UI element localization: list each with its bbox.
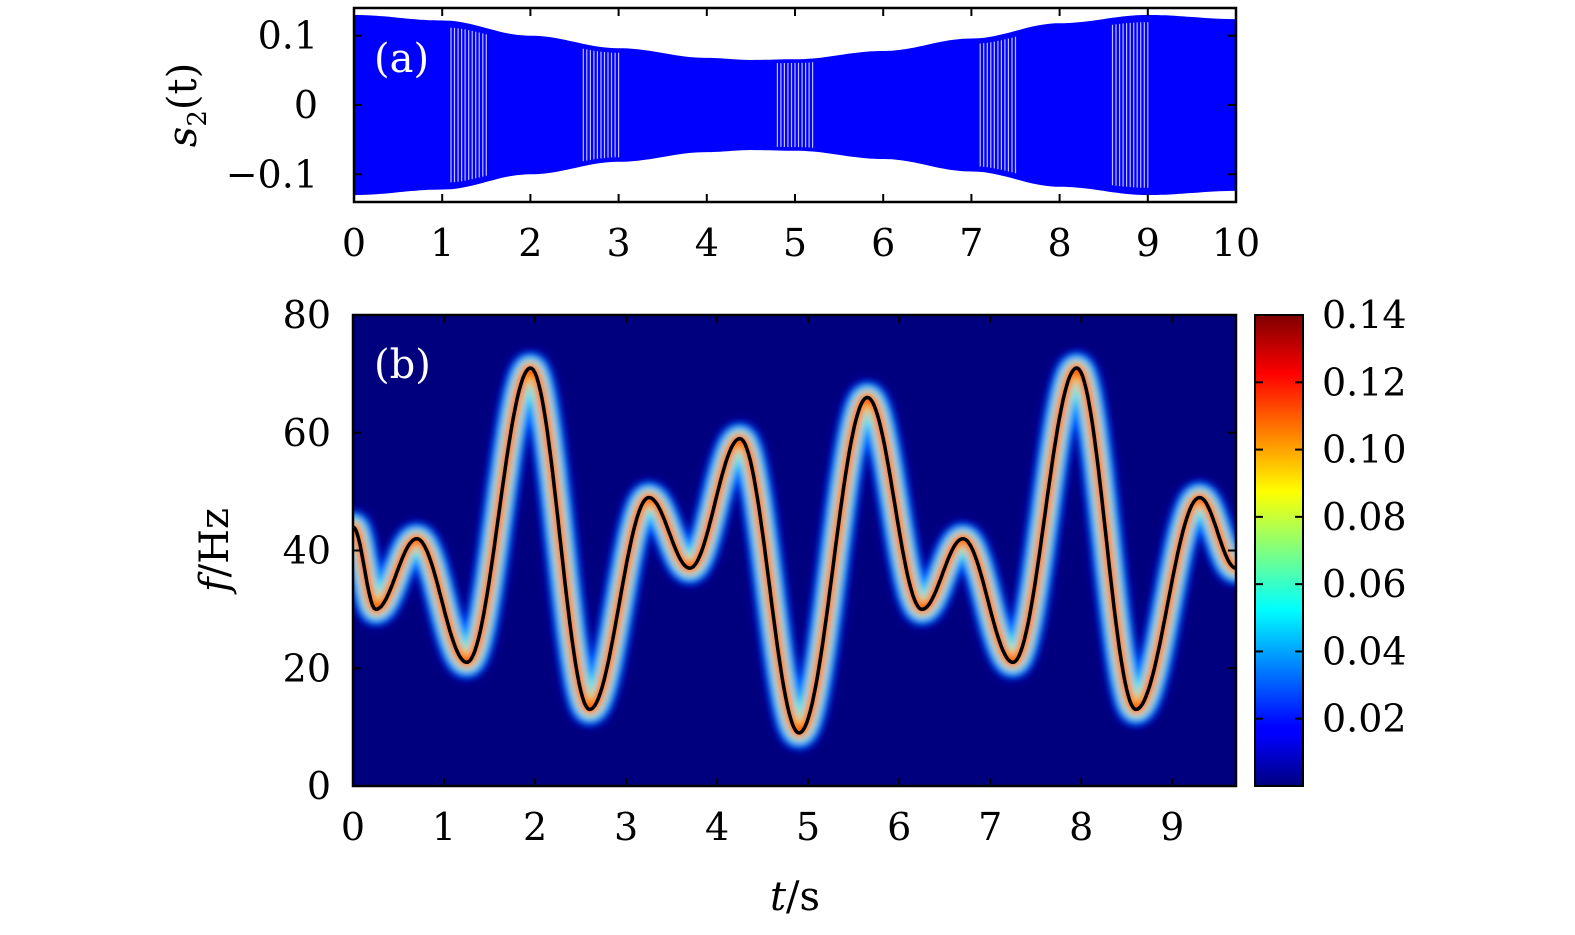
colorbar-tick-label: 0.14 [1322,293,1407,337]
x-tick-label-b: 2 [523,805,547,849]
colorbar-tick-label: 0.08 [1322,495,1407,539]
y-tick-label-a: 0.1 [258,14,318,58]
x-tick-label-a: 8 [1048,221,1072,265]
colorbar: 0.02 0.04 0.06 0.08 0.10 0.12 0.14 [1254,293,1407,787]
panel-a: 0 1 2 3 4 5 6 7 8 9 10 0.1 0 −0.1 (a) s2(t) [160,6,1260,265]
panel-label-b: (b) [374,342,431,388]
ridge-line [353,366,1236,735]
y-axis-label-a: s2(t) [160,63,213,147]
x-tick-label-a: 0 [342,221,366,265]
x-tick-label-b: 7 [978,805,1002,849]
x-tick-label-a: 10 [1212,221,1260,265]
colorbar-tick-label: 0.10 [1322,428,1407,472]
x-tick-label-b: 3 [614,805,638,849]
colorbar-gradient [1254,314,1304,787]
colorbar-tick-label: 0.02 [1322,697,1407,741]
colorbar-tick-label: 0.06 [1322,562,1407,606]
panel-label-a: (a) [374,36,429,82]
x-tick-label-a: 4 [695,221,719,265]
x-tick-label-a: 6 [871,221,895,265]
x-tick-label-b: 5 [796,805,820,849]
y-tick-label-b: 40 [283,529,331,573]
y-tick-label-b: 0 [307,764,331,808]
y-tick-label-a: −0.1 [226,152,318,196]
colorbar-tick-label: 0.04 [1322,629,1407,673]
x-tick-label-a: 7 [959,221,983,265]
y-tick-label-b: 20 [283,646,331,690]
x-tick-label-a: 9 [1136,221,1160,265]
y-tick-label-a: 0 [294,83,318,127]
x-axis-label: t/s [770,874,820,920]
x-tick-label-a: 3 [607,221,631,265]
x-tick-label-b: 6 [887,805,911,849]
y-ticks-a: 0.1 0 −0.1 [226,14,1236,196]
signal-dense-oscillations [450,22,1149,188]
x-tick-label-a: 1 [430,221,454,265]
x-tick-label-b: 0 [341,805,365,849]
x-tick-label-b: 8 [1069,805,1093,849]
x-tick-label-a: 2 [518,221,542,265]
x-tick-label-a: 5 [783,221,807,265]
x-ticks-a: 0 1 2 3 4 5 6 7 8 9 10 [342,8,1260,265]
colorbar-tick-label: 0.12 [1322,360,1407,404]
x-tick-label-b: 9 [1160,805,1184,849]
x-tick-label-b: 4 [705,805,729,849]
y-tick-label-b: 60 [283,411,331,455]
colorbar-ticks: 0.02 0.04 0.06 0.08 0.10 0.12 0.14 [1255,293,1407,741]
y-axis-label-b: f/Hz [192,508,238,595]
panel-b: 0 1 2 3 4 5 6 7 8 9 0 20 40 60 80 (b) t/s f/Hz [192,293,1238,920]
x-tick-label-b: 1 [432,805,456,849]
y-ticks-b: 0 20 40 60 80 [283,293,1236,808]
y-tick-label-b: 80 [283,293,331,337]
x-ticks-b: 0 1 2 3 4 5 6 7 8 9 [341,315,1184,849]
